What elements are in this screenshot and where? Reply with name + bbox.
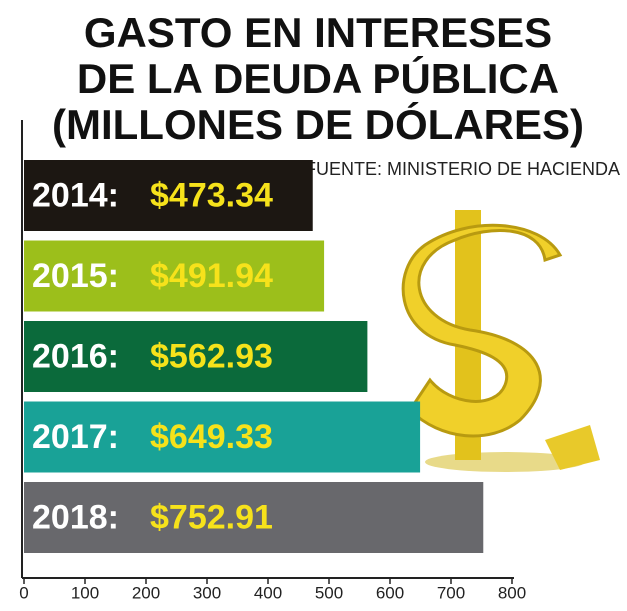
category-label: 2015: <box>32 257 119 295</box>
x-tick-label: 700 <box>437 583 465 602</box>
bar <box>24 160 313 231</box>
x-tick-label: 500 <box>315 583 343 602</box>
x-tick-label: 300 <box>193 583 221 602</box>
bar <box>24 482 484 553</box>
value-label: $562.93 <box>150 337 273 375</box>
dollar-illustration <box>401 210 600 472</box>
x-tick-label: 0 <box>19 583 28 602</box>
value-label: $752.91 <box>150 498 273 536</box>
category-label: 2017: <box>32 418 119 456</box>
category-label: 2014: <box>32 176 119 214</box>
x-tick-label: 600 <box>376 583 404 602</box>
category-label: 2016: <box>32 337 119 375</box>
category-label: 2018: <box>32 498 119 536</box>
source: FUENTE: MINISTERIO DE HACIENDA <box>305 159 620 179</box>
chart-title: (MILLONES DE DÓLARES) <box>52 100 584 148</box>
bar <box>24 401 421 473</box>
chart-title: GASTO EN INTERESES <box>84 9 552 56</box>
bar <box>24 240 325 312</box>
value-label: $491.94 <box>150 257 273 295</box>
x-tick-label: 100 <box>71 583 99 602</box>
x-tick-label: 400 <box>254 583 282 602</box>
x-tick-label: 800 <box>498 583 526 602</box>
chart-title: DE LA DEUDA PÚBLICA <box>77 54 559 102</box>
value-label: $649.33 <box>150 418 273 456</box>
bar <box>24 321 368 392</box>
x-tick-label: 200 <box>132 583 160 602</box>
value-label: $473.34 <box>150 176 273 214</box>
